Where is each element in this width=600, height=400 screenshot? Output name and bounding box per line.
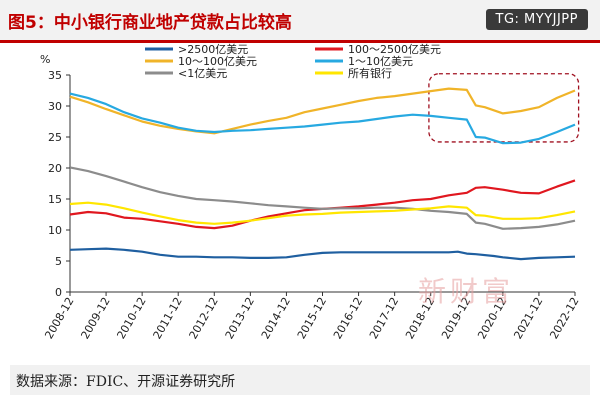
figure-title: 图5：中小银行商业地产贷款占比较高	[8, 13, 292, 33]
series-line	[69, 201, 576, 225]
highlight-box	[428, 73, 580, 143]
x-tick-label: 2010-12	[114, 295, 148, 341]
x-tick-label: 2014-12	[259, 295, 293, 341]
x-tick-label: 2013-12	[223, 295, 257, 341]
y-tick-label: 15	[48, 193, 62, 206]
x-tick-label: 2022-12	[547, 295, 581, 341]
title-bar: 图5：中小银行商业地产贷款占比较高 TG: MYYJJPP	[0, 0, 600, 43]
x-tick-label: 2017-12	[367, 295, 401, 341]
x-tick-label: 2021-12	[511, 295, 545, 341]
y-axis-unit: %	[40, 53, 50, 66]
legend-label: 10～100亿美元	[178, 55, 257, 68]
y-tick-label: 25	[48, 131, 62, 144]
series-line	[69, 247, 576, 261]
legend-label: 所有银行	[348, 66, 392, 80]
source-row: 数据来源：FDIC、开源证券研究所	[10, 365, 590, 395]
x-tick-label: 2015-12	[295, 295, 329, 341]
y-tick-label: 20	[48, 162, 62, 175]
x-tick-label: 2009-12	[78, 295, 112, 341]
legend-label: 1～10亿美元	[348, 55, 413, 68]
series-line	[69, 92, 576, 145]
watermark-logo: 新财富	[418, 275, 515, 308]
series-line	[69, 166, 576, 230]
x-tick-label: 2008-12	[42, 295, 76, 341]
y-tick-label: 35	[48, 69, 62, 82]
y-tick-label: 10	[48, 224, 62, 237]
y-tick-label: 30	[48, 100, 62, 113]
telegram-tag: TG: MYYJJPP	[485, 9, 588, 30]
y-tick-label: 5	[55, 255, 62, 268]
legend-label: <1亿美元	[178, 67, 227, 80]
y-tick-label: 0	[55, 286, 62, 299]
source-note: 数据来源：FDIC、开源证券研究所	[16, 374, 236, 390]
series-line	[69, 87, 576, 135]
x-tick-label: 2012-12	[187, 295, 221, 341]
legend-label: >2500亿美元	[178, 43, 248, 56]
x-tick-label: 2016-12	[331, 295, 365, 341]
legend-label: 100～2500亿美元	[348, 43, 441, 56]
x-tick-label: 2011-12	[151, 295, 185, 341]
